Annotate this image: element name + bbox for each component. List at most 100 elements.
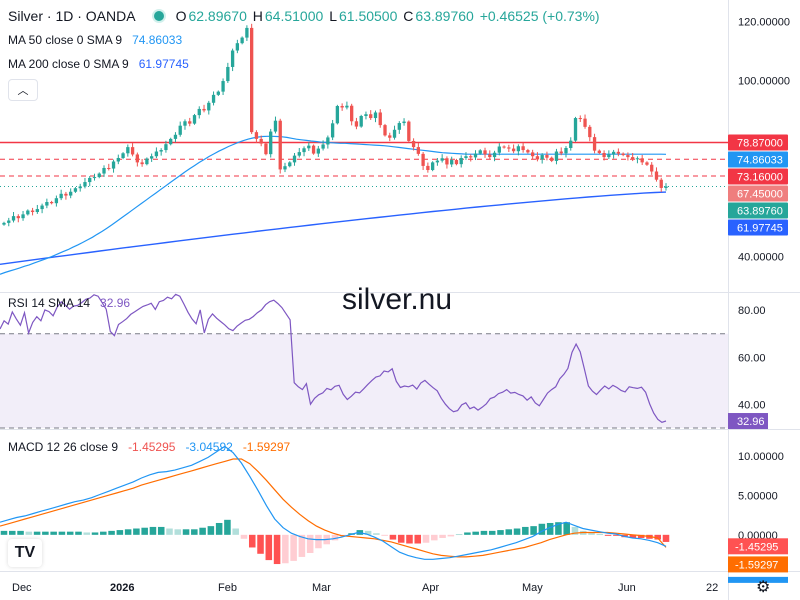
macd-histogram-bar (91, 532, 99, 535)
candle-body (135, 154, 140, 163)
macd-histogram-bar (546, 522, 554, 535)
candle-body (145, 158, 149, 165)
tradingview-logo-icon[interactable]: TV (8, 539, 42, 567)
candle-body (116, 157, 120, 162)
candle-body (511, 148, 516, 152)
candle-body (607, 154, 611, 158)
candle-body (564, 148, 568, 154)
macd-histogram-bar (306, 534, 314, 553)
low-value: 61.50500 (338, 8, 398, 24)
price-tag-label: 78.87000 (737, 138, 783, 150)
rsi-tick-label: 60.00 (738, 352, 766, 364)
macd-histogram-bar (464, 532, 471, 535)
symbol-title[interactable]: Silver · 1D · OANDA (8, 8, 136, 24)
macd-histogram-bar (58, 531, 66, 535)
macd-tag (728, 556, 788, 573)
candle-body (183, 121, 187, 126)
rsi-band (0, 333, 728, 428)
candle-body (421, 153, 425, 166)
candle-body (383, 125, 387, 136)
rsi-legend[interactable]: RSI 14 SMA 14 32.96 (8, 296, 130, 310)
candle-body (264, 143, 268, 155)
macd-tick-label: 5.00000 (738, 490, 778, 502)
candle-body (554, 151, 559, 161)
macd-histogram-bar (207, 526, 215, 535)
candle-body (597, 150, 601, 153)
chart-header: Silver · 1D · OANDA O 62.89670 H 64.51000 … (8, 8, 602, 24)
candle-body (545, 155, 549, 158)
candle-body (507, 147, 511, 149)
candle-body (149, 156, 154, 159)
macd-histogram-bar (157, 526, 165, 535)
macd-histogram-bar (447, 534, 455, 537)
candle-body (169, 138, 173, 145)
macd-histogram-bar (124, 529, 132, 535)
candle-body (445, 158, 449, 165)
candle-body (430, 162, 435, 171)
candle-body (154, 151, 159, 157)
price-tag (728, 151, 788, 168)
candle-body (378, 112, 382, 126)
macd-legend[interactable]: MACD 12 26 close 9 -1.45295 -3.04592 -1.… (8, 440, 290, 454)
candle-body (202, 108, 206, 111)
macd-hist-value: -1.45295 (128, 440, 176, 454)
macd-histogram-bar (488, 530, 496, 535)
candle-body (73, 188, 78, 192)
collapse-legend-button[interactable]: ︿ (8, 79, 38, 101)
gear-icon[interactable]: ⚙ (756, 579, 771, 596)
candle-body (69, 191, 73, 196)
ma50-legend[interactable]: MA 50 close 0 SMA 9 74.86033 (8, 33, 182, 47)
macd-histogram-bar (613, 534, 620, 536)
macd-histogram-bar (563, 522, 570, 535)
candle-body (464, 156, 468, 158)
candle-body (21, 214, 25, 219)
macd-histogram-bar (364, 530, 372, 535)
price-tag-label: 73.16000 (737, 172, 783, 184)
macd-histogram-bar (166, 528, 173, 535)
macd-histogram-bar (116, 530, 124, 535)
candle-body (626, 155, 630, 158)
candle-body (288, 162, 292, 167)
candle-body (573, 118, 578, 141)
macd-histogram-bar (66, 531, 74, 535)
candle-body (197, 108, 201, 116)
price-tick-label: 120.00000 (738, 17, 790, 29)
macd-histogram-bar (282, 534, 289, 564)
candle-body (326, 137, 330, 145)
price-tag (728, 202, 788, 219)
ma200-legend[interactable]: MA 200 close 0 SMA 9 61.97745 (8, 57, 189, 71)
macd-histogram-bar (422, 534, 430, 543)
price-tag (728, 219, 788, 236)
ma50-value: 74.86033 (132, 33, 183, 47)
candle-body (249, 27, 254, 133)
macd-histogram-bar (522, 526, 529, 535)
candle-body (335, 106, 340, 124)
macd-tick-label: 10.00000 (738, 451, 784, 463)
macd-histogram-bar (0, 530, 8, 535)
macd-histogram-bar (199, 527, 206, 535)
candle-body (664, 186, 668, 188)
macd-histogram-bar (472, 531, 479, 535)
candle-body (283, 166, 287, 170)
candle-body (473, 153, 478, 158)
candle-body (192, 115, 197, 124)
candle-body (269, 131, 273, 155)
candle-body (126, 147, 130, 154)
candle-body (302, 148, 306, 153)
candle-body (388, 135, 392, 138)
macd-histogram-bar (9, 530, 16, 535)
rsi-value: 32.96 (100, 296, 131, 310)
candle-body (454, 160, 459, 165)
macd-histogram-bar (100, 531, 107, 535)
candle-body (64, 193, 68, 196)
candle-body (97, 173, 101, 178)
macd-histogram-bar (248, 534, 256, 548)
candle-body (226, 66, 230, 82)
candle-body (102, 167, 106, 174)
candle-body (369, 114, 373, 119)
candle-body (645, 162, 649, 165)
candle-body (83, 182, 87, 187)
candle-body (230, 50, 235, 67)
candle-body (411, 140, 416, 148)
